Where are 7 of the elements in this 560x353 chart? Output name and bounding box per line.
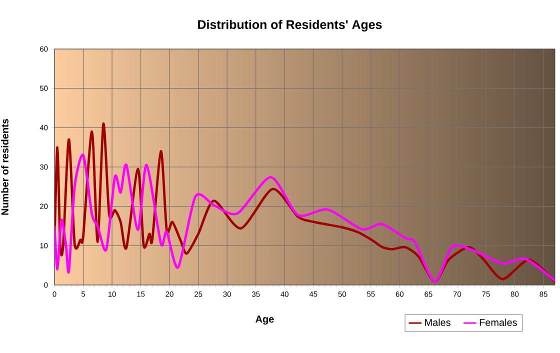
- line-series: [54, 122, 556, 284]
- legend-label: Females: [480, 318, 517, 326]
- y-axis-title: Number of residents: [1, 118, 8, 215]
- line-series: [54, 154, 556, 284]
- legend-label: Males: [425, 318, 450, 326]
- x-axis-title: Age: [256, 316, 274, 325]
- chart-title: Distribution of Residents' Ages: [198, 20, 382, 32]
